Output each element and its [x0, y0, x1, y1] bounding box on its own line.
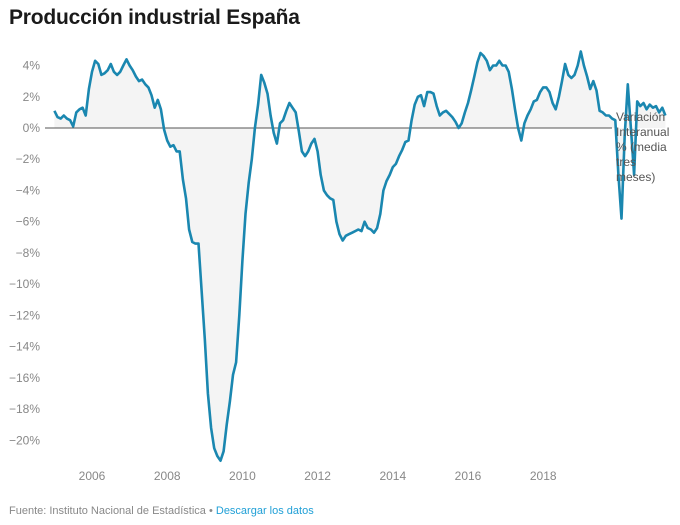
series-label-line: % (media — [616, 140, 667, 154]
x-axis: 2006 2008 2010 2012 2014 2016 2018 — [79, 469, 557, 483]
y-tick-label: −18% — [9, 402, 40, 416]
chart-svg: 4% 2% 0% −2% −4% −6% −8% −10% −12% −14% −16% −18% −2… — [9, 50, 669, 483]
x-tick-label: 2012 — [304, 469, 331, 483]
series-label-line: tres — [616, 155, 636, 169]
x-tick-label: 2018 — [530, 469, 557, 483]
y-axis: 4% 2% 0% −2% −4% −6% −8% −10% −12% −14% −16% −18% −2… — [9, 59, 40, 448]
x-tick-label: 2010 — [229, 469, 256, 483]
y-tick-label: −16% — [9, 371, 40, 385]
y-tick-label: 0% — [23, 121, 41, 135]
y-tick-label: −6% — [16, 215, 41, 229]
series-label-line: meses) — [616, 170, 655, 184]
series-label-line: Variación — [616, 110, 665, 124]
source-text: Fuente: Instituto Nacional de Estadístic… — [9, 505, 206, 517]
series-area — [54, 51, 666, 461]
y-tick-label: −14% — [9, 340, 40, 354]
series-line — [53, 50, 667, 462]
y-tick-label: −8% — [16, 246, 41, 260]
x-tick-label: 2016 — [455, 469, 482, 483]
series-points — [54, 51, 666, 461]
separator: • — [208, 505, 213, 517]
y-tick-label: −10% — [9, 277, 40, 291]
y-tick-label: 2% — [23, 90, 41, 104]
x-tick-label: 2008 — [154, 469, 181, 483]
chart-title: Producción industrial España — [9, 6, 300, 29]
y-tick-label: −4% — [16, 183, 41, 197]
y-tick-label: −2% — [16, 152, 41, 166]
download-data-link[interactable]: Descargar los datos — [215, 505, 314, 517]
x-tick-label: 2006 — [79, 469, 106, 483]
footer: Fuente: Instituto Nacional de Estadístic… — [9, 505, 314, 517]
series-label: Variación Interanual% (media tres meses) — [616, 110, 669, 184]
series-label-line: Interanual — [616, 125, 669, 139]
y-tick-label: −12% — [9, 308, 40, 322]
y-tick-label: 4% — [23, 59, 41, 73]
y-tick-label: −20% — [9, 433, 40, 447]
x-tick-label: 2014 — [379, 469, 406, 483]
